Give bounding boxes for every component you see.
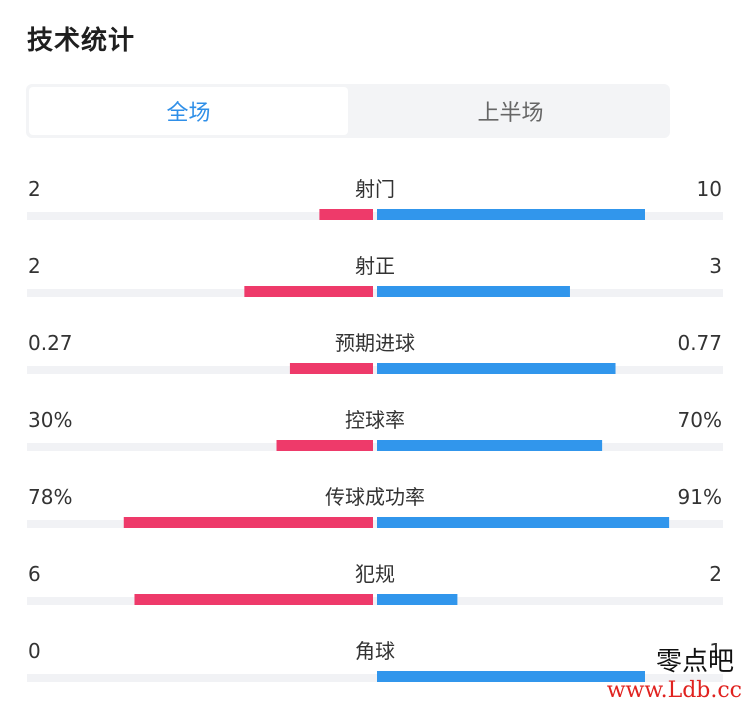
stat-label: 角球 xyxy=(355,639,395,663)
away-value: 10 xyxy=(696,177,722,201)
away-value: 2 xyxy=(709,562,722,586)
home-value: 78% xyxy=(28,485,73,509)
bar-track xyxy=(27,212,723,220)
stat-label: 预期进球 xyxy=(335,331,415,355)
home-bar xyxy=(319,209,373,220)
stat-row-possession: 30% 控球率 70% xyxy=(0,407,750,467)
away-bar xyxy=(377,440,603,451)
stat-bar xyxy=(27,209,723,220)
tab-full-match[interactable]: 全场 xyxy=(29,87,348,135)
stat-label: 犯规 xyxy=(355,562,395,586)
bar-track xyxy=(27,289,723,297)
away-value: 3 xyxy=(709,254,722,278)
away-bar xyxy=(377,517,670,528)
home-bar xyxy=(276,440,373,451)
bar-track xyxy=(27,597,723,605)
tab-first-half[interactable]: 上半场 xyxy=(477,101,544,126)
watermark-url: www.Ldb.cc xyxy=(606,678,742,703)
period-tabs: 全场 上半场 xyxy=(26,84,670,138)
away-value: 0.77 xyxy=(677,331,722,355)
home-value: 2 xyxy=(28,177,41,201)
home-bar xyxy=(123,517,373,528)
away-bar xyxy=(377,363,616,374)
away-bar xyxy=(377,286,570,297)
stat-label: 传球成功率 xyxy=(325,485,425,509)
stat-bar xyxy=(27,286,723,297)
bar-track xyxy=(27,366,723,374)
home-value: 30% xyxy=(28,408,73,432)
stat-row-corners: 0 角球 1 xyxy=(0,638,750,698)
stat-bar xyxy=(27,440,723,451)
stat-row-shots-on-target: 2 射正 3 xyxy=(0,253,750,313)
bar-track xyxy=(27,443,723,451)
away-value: 1 xyxy=(709,639,722,663)
away-bar xyxy=(377,671,645,682)
stat-bar xyxy=(27,363,723,374)
away-value: 70% xyxy=(677,408,722,432)
stat-label: 射门 xyxy=(355,177,395,201)
stat-row-pass-accuracy: 78% 传球成功率 91% xyxy=(0,484,750,544)
stat-row-fouls: 6 犯规 2 xyxy=(0,561,750,621)
bar-track xyxy=(27,674,723,682)
page-title: 技术统计 xyxy=(27,26,136,56)
away-bar xyxy=(377,594,458,605)
stat-bar xyxy=(27,671,723,682)
stat-bar xyxy=(27,517,723,528)
stat-row-expected-goals: 0.27 预期进球 0.77 xyxy=(0,330,750,390)
home-bar xyxy=(244,286,373,297)
bar-track xyxy=(27,520,723,528)
stat-label: 射正 xyxy=(355,254,395,278)
stat-label: 控球率 xyxy=(345,408,405,432)
home-value: 0 xyxy=(28,639,41,663)
home-bar xyxy=(134,594,373,605)
home-bar xyxy=(289,363,373,374)
home-value: 2 xyxy=(28,254,41,278)
away-value: 91% xyxy=(677,485,722,509)
away-bar xyxy=(377,209,645,220)
watermark-logo-text: 零点吧 xyxy=(655,647,734,677)
watermark: 零点吧 www.Ldb.cc xyxy=(607,647,742,705)
home-value: 0.27 xyxy=(28,331,73,355)
stat-bar xyxy=(27,594,723,605)
home-value: 6 xyxy=(28,562,41,586)
stat-row-shots: 2 射门 10 xyxy=(0,176,750,236)
